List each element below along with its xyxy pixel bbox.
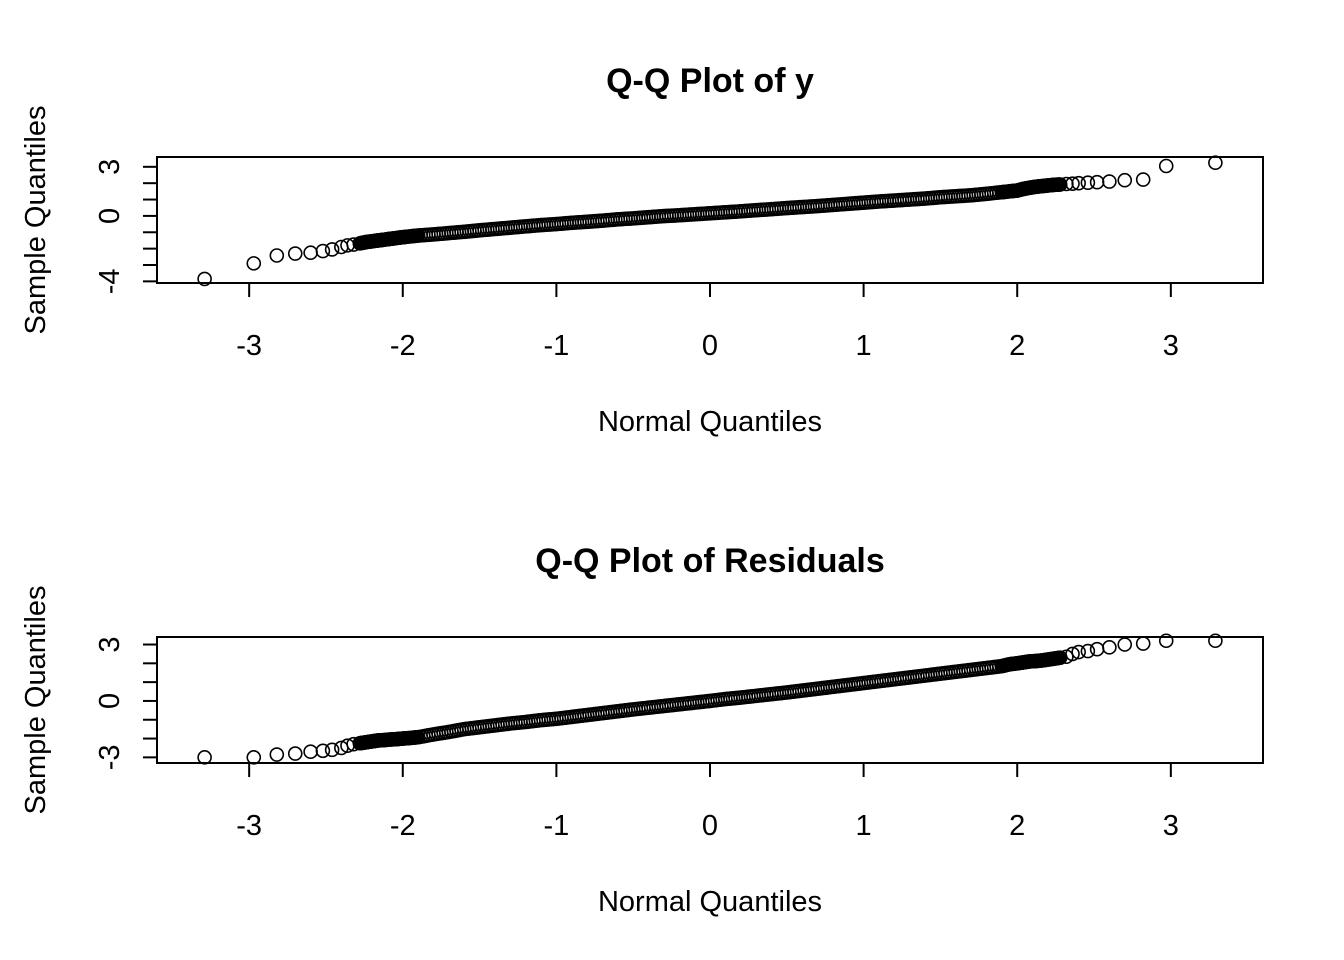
y-tick-label: 0 [94,208,126,224]
data-point [287,746,303,761]
data-point [1080,643,1096,659]
x-axis-label: Normal Quantiles [598,886,822,918]
qq-panel-2: Q-Q Plot of Residuals -3 -2 -1 0 1 2 3 -3 0 3 Norma… [20,542,1264,918]
x-tick-label: 2 [1009,810,1025,842]
data-point [1089,174,1105,190]
x-axis-label: Normal Quantiles [598,406,822,438]
x-tick-label: -2 [390,810,416,842]
x-tick-label: -3 [236,810,262,842]
data-point [303,245,318,261]
data-points [197,633,1223,765]
data-point [1208,633,1223,649]
data-point [1158,158,1174,174]
data-point [246,750,262,765]
data-point [1158,633,1174,649]
x-tick-label: 1 [856,810,872,842]
data-point [246,256,262,271]
x-tick-label: 0 [702,810,718,842]
y-axis-label: Sample Quantiles [20,586,52,815]
data-point [197,750,212,765]
data-point [315,243,331,259]
y-tick-label: -3 [94,744,126,770]
x-tick-label: 2 [1009,330,1025,362]
data-point [1071,175,1086,191]
qq-panel-1: Q-Q Plot of y -3 -2 -1 0 1 2 3 -4 0 3 Normal Quanti… [20,62,1264,438]
y-tick-label: 3 [94,636,126,652]
data-point [1051,650,1067,666]
data-point [1102,640,1117,655]
data-point [1117,172,1133,188]
x-tick-label: -3 [236,330,262,362]
data-point [269,747,285,762]
data-point [1080,175,1096,190]
data-point [315,743,331,759]
data-point [1071,644,1086,660]
y-tick-label: -4 [94,268,126,294]
data-point [287,246,303,261]
data-point [1051,177,1067,192]
data-point [324,242,340,257]
y-axis-label: Sample Quantiles [20,106,52,335]
data-point [303,744,318,760]
x-tick-label: 3 [1163,330,1179,362]
data-point [269,248,285,263]
chart-title: Q-Q Plot of Residuals [535,542,884,580]
x-tick-label: -1 [543,810,569,842]
chart-title: Q-Q Plot of y [606,62,814,100]
data-point [1089,641,1105,657]
data-points [197,155,1223,287]
data-point [197,271,212,287]
x-tick-label: 3 [1163,810,1179,842]
data-point [324,742,340,758]
data-point [1102,174,1117,189]
data-point [1135,636,1151,651]
data-point [1135,172,1151,187]
x-tick-label: -1 [543,330,569,362]
data-point [1117,637,1133,652]
x-tick-label: 1 [856,330,872,362]
y-tick-label: 0 [94,693,126,709]
x-tick-label: -2 [390,330,416,362]
data-point [1065,646,1080,662]
y-tick-label: 3 [94,159,126,175]
x-tick-label: 0 [702,330,718,362]
data-point [1208,155,1223,171]
